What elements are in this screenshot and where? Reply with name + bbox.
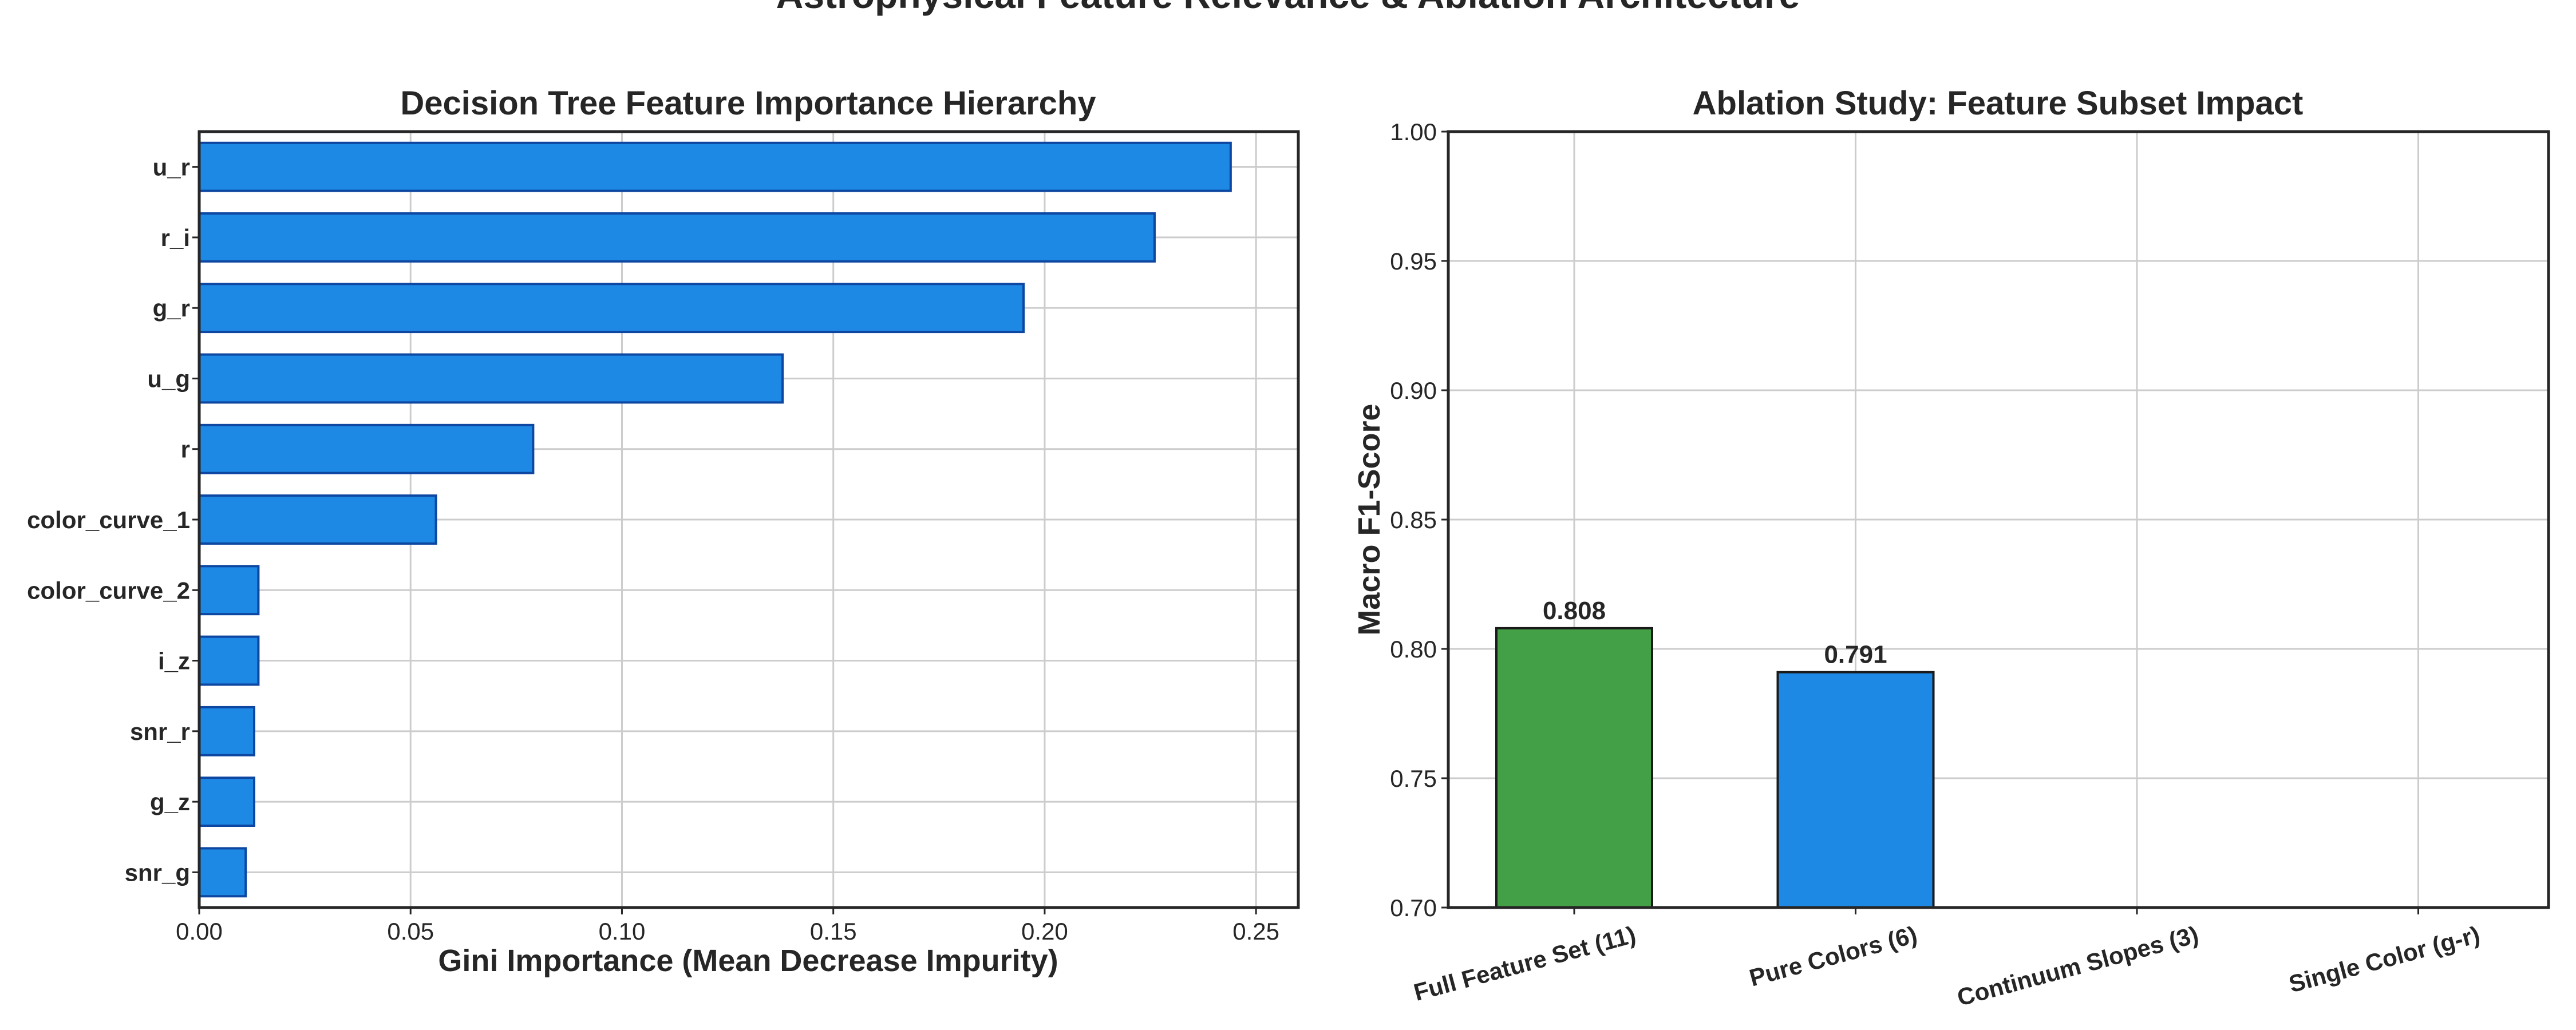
importance-bar-u-g bbox=[198, 353, 784, 404]
ablation-panel: Ablation Study: Feature Subset Impact 0.… bbox=[1352, 85, 2550, 1011]
ablation-category-label: Single Color (g-r) bbox=[2286, 921, 2482, 997]
importance-plot-frame bbox=[197, 130, 1300, 909]
ablation-data-label: 0.791 bbox=[1824, 641, 1887, 669]
importance-panel: Decision Tree Feature Importance Hierarc… bbox=[27, 85, 1300, 978]
importance-x-ticks: 0.00 0.05 0.10 0.15 0.20 0.25 bbox=[176, 908, 1279, 945]
importance-category-labels: u_r r_i g_r u_gr color_curve_1 color_curve_2i… bbox=[27, 154, 199, 886]
ablation-category-label: Continuum Slopes (3) bbox=[1954, 921, 2201, 1011]
ablation-category-label: Full Feature Set (11) bbox=[1411, 921, 1639, 1006]
importance-bar-snr-r bbox=[198, 706, 255, 756]
importance-x-tick-label: 0.00 bbox=[176, 918, 223, 945]
importance-bar-r bbox=[198, 423, 535, 474]
importance-bars bbox=[198, 141, 1232, 898]
ablation-plot-frame bbox=[1447, 130, 2550, 909]
importance-x-tick-label: 0.20 bbox=[1021, 918, 1068, 945]
ablation-y-axis-label: Macro F1-Score bbox=[1352, 403, 1386, 635]
importance-bar-g-z bbox=[198, 777, 255, 827]
importance-bar-snr-g bbox=[198, 847, 247, 898]
importance-bar-g-r bbox=[198, 283, 1025, 334]
importance-category-label: r_i bbox=[161, 224, 190, 251]
ablation-y-tick-label: 0.90 bbox=[1390, 377, 1437, 404]
ablation-y-ticks: 0.70 0.75 0.80 0.85 0.90 0.95 1.00 bbox=[1390, 118, 1448, 921]
ablation-bar-pure-colors-6 bbox=[1776, 671, 1935, 909]
importance-bar-i-z bbox=[198, 635, 260, 686]
ablation-bars: 0.808 0.791 bbox=[1495, 597, 1935, 909]
importance-category-label: snr_g bbox=[125, 859, 190, 886]
importance-category-label: color_curve_1 bbox=[27, 506, 190, 533]
importance-category-label: g_z bbox=[150, 789, 190, 815]
ablation-y-tick-label: 0.75 bbox=[1390, 765, 1437, 792]
importance-category-label: color_curve_2 bbox=[27, 577, 190, 604]
importance-x-tick-label: 0.15 bbox=[810, 918, 857, 945]
ablation-data-label: 0.808 bbox=[1543, 597, 1606, 625]
figure-title: Astrophysical Feature Relevance & Ablati… bbox=[776, 0, 1800, 16]
importance-category-label: i_z bbox=[158, 648, 190, 675]
importance-x-tick-label: 0.05 bbox=[387, 918, 434, 945]
ablation-y-tick-label: 1.00 bbox=[1390, 118, 1437, 145]
importance-bar-u-r bbox=[198, 141, 1232, 192]
importance-bar-color-curve-1 bbox=[198, 494, 437, 545]
importance-category-label: r bbox=[181, 436, 190, 463]
importance-x-axis-label: Gini Importance (Mean Decrease Impurity) bbox=[438, 944, 1058, 978]
importance-bar-color-curve-2 bbox=[198, 565, 260, 616]
importance-category-label: g_r bbox=[153, 295, 190, 322]
importance-category-label: u_r bbox=[153, 154, 190, 181]
ablation-category-labels: Full Feature Set (11) Pure Colors (6) Cont… bbox=[1411, 908, 2483, 1011]
ablation-chart-title: Ablation Study: Feature Subset Impact bbox=[1693, 85, 2304, 122]
ablation-y-tick-label: 0.85 bbox=[1390, 506, 1437, 533]
importance-category-label: u_g bbox=[147, 365, 190, 392]
ablation-y-tick-label: 0.70 bbox=[1390, 894, 1437, 921]
ablation-category-label: Pure Colors (6) bbox=[1747, 921, 1920, 991]
ablation-y-tick-label: 0.80 bbox=[1390, 636, 1437, 663]
importance-category-label: snr_r bbox=[130, 718, 190, 745]
importance-x-tick-label: 0.25 bbox=[1232, 918, 1279, 945]
importance-chart-title: Decision Tree Feature Importance Hierarc… bbox=[400, 85, 1096, 122]
importance-bar-r-i bbox=[198, 212, 1156, 263]
ablation-y-tick-label: 0.95 bbox=[1390, 248, 1437, 275]
ablation-bar-full-feature-set-11 bbox=[1495, 627, 1653, 909]
importance-x-tick-label: 0.10 bbox=[599, 918, 646, 945]
